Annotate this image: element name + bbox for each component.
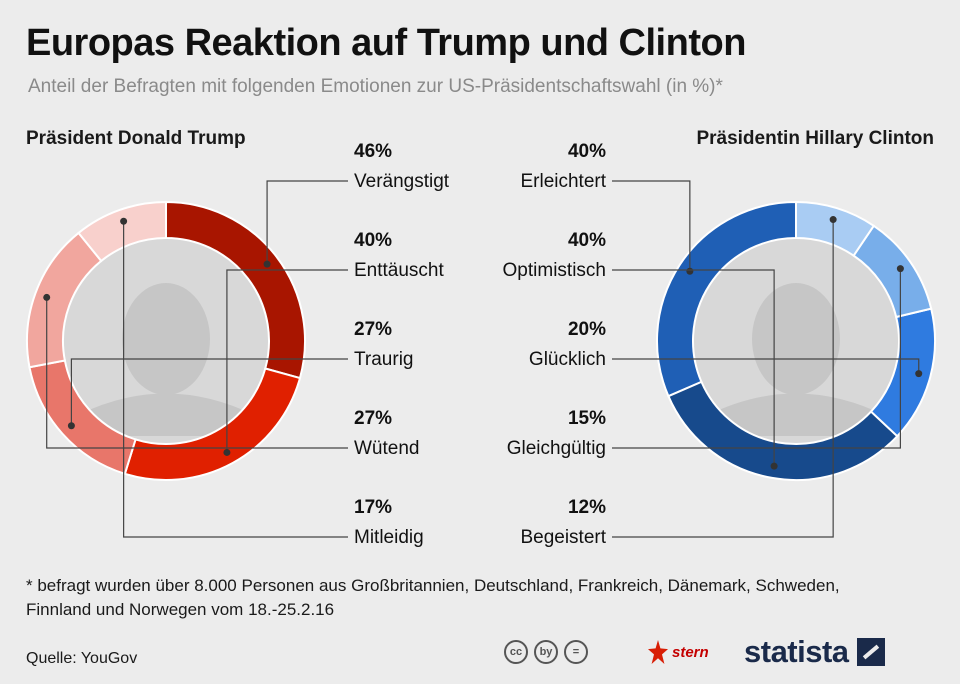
trump-portrait-icon [122, 283, 210, 395]
stern-logo: stern [648, 640, 709, 664]
clinton-slice-gl-cklich [869, 307, 936, 438]
trump-slice-mitleidig [77, 200, 167, 263]
clinton-slice-begeistert [795, 200, 876, 258]
trump-leader-w-tend [46, 297, 348, 449]
trump-shoulders-icon [76, 393, 256, 436]
clinton-marker-erleichtert [686, 267, 694, 275]
clinton-leader-gleichg-ltig [612, 268, 901, 449]
clinton-marker-gleichg-ltig [896, 265, 904, 273]
clinton-value-gleichg-ltig: 15% [568, 408, 606, 429]
license-icons: cc by = [504, 640, 588, 664]
clinton-category-erleichtert: Erleichtert [520, 171, 606, 192]
trump-marker-entt-uscht [223, 448, 231, 456]
clinton-leader-optimistisch [612, 269, 775, 467]
clinton-category-begeistert: Begeistert [520, 527, 606, 548]
clinton-value-begeistert: 12% [568, 497, 606, 518]
trump-leader-mitleidig [123, 221, 348, 538]
donut-charts: 46% Verängstigt 40% Enttäuscht 27% Traurig 27%… [26, 141, 936, 548]
source-label: Quelle: YouGov [26, 650, 138, 667]
stern-star-icon [648, 640, 668, 664]
clinton-category-gleichg-ltig: Gleichgültig [507, 438, 606, 459]
page-subtitle: Anteil der Befragten mit folgenden Emoti… [28, 76, 723, 97]
clinton-portrait-icon [752, 283, 840, 395]
trump-category-w-tend: Wütend [354, 438, 419, 459]
trump-leader-ver-ngstigt [266, 180, 348, 265]
clinton-shoulders-icon [706, 393, 886, 436]
trump-marker-traurig [67, 422, 75, 430]
clinton-marker-optimistisch [770, 462, 778, 470]
clinton-leader-begeistert [612, 219, 834, 538]
trump-value-w-tend: 27% [354, 408, 392, 429]
trump-value-ver-ngstigt: 46% [354, 141, 392, 162]
trump-value-entt-uscht: 40% [354, 230, 392, 251]
trump-value-traurig: 27% [354, 319, 392, 340]
cc-icon: cc [504, 640, 528, 664]
page-title: Europas Reaktion auf Trump und Clinton [26, 22, 746, 64]
clinton-slice-gleichg-ltig [852, 224, 933, 319]
nd-icon: = [564, 640, 588, 664]
trump-category-ver-ngstigt: Verängstigt [354, 171, 450, 192]
clinton-category-optimistisch: Optimistisch [503, 260, 606, 281]
clinton-marker-begeistert [829, 216, 837, 224]
statista-mark-icon [856, 638, 885, 666]
clinton-leader-erleichtert [612, 180, 691, 272]
trump-marker-ver-ngstigt [263, 260, 271, 268]
trump-chart-title: Präsident Donald Trump [26, 128, 246, 149]
clinton-marker-gl-cklich [915, 370, 923, 378]
trump-category-mitleidig: Mitleidig [354, 527, 424, 548]
clinton-category-gl-cklich: Glücklich [529, 349, 606, 370]
clinton-leader-gl-cklich [612, 358, 920, 374]
trump-category-traurig: Traurig [354, 349, 413, 370]
trump-marker-w-tend [43, 293, 51, 301]
trump-marker-mitleidig [120, 217, 128, 225]
footnote: * befragt wurden über 8.000 Personen aus… [26, 576, 840, 619]
clinton-value-erleichtert: 40% [568, 141, 606, 162]
trump-value-mitleidig: 17% [354, 497, 392, 518]
statista-logo: statista [744, 634, 885, 670]
trump-category-entt-uscht: Enttäuscht [354, 260, 444, 281]
trump-leader-entt-uscht [226, 269, 348, 453]
clinton-value-gl-cklich: 20% [568, 319, 606, 340]
by-icon: by [534, 640, 558, 664]
clinton-slice-optimistisch [667, 380, 899, 481]
trump-leader-traurig [70, 358, 348, 426]
clinton-chart-title: Präsidentin Hillary Clinton [696, 128, 934, 149]
clinton-value-optimistisch: 40% [568, 230, 606, 251]
